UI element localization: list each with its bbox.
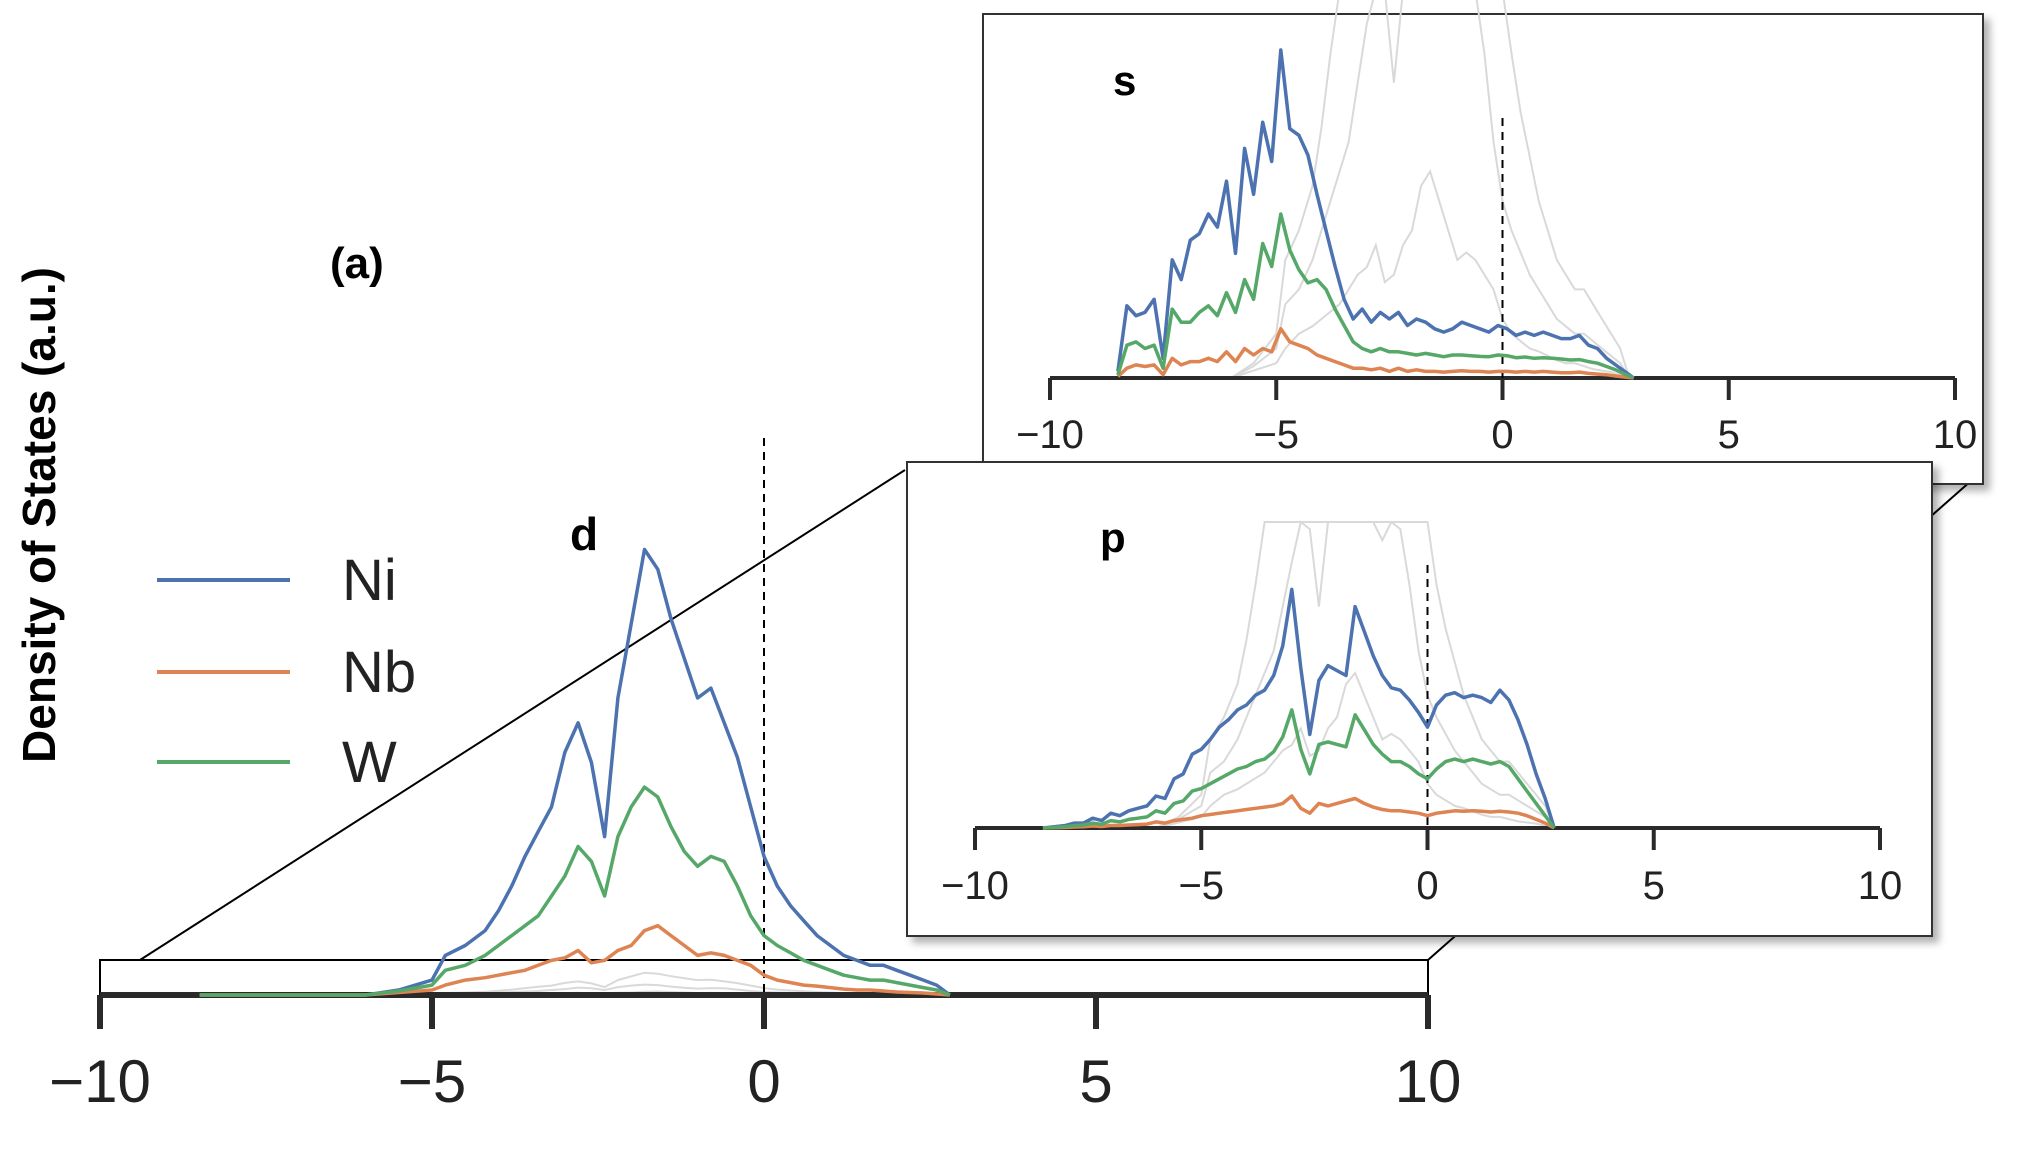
x-tick-label: −5 (1253, 413, 1299, 457)
legend: Ni Nb W (157, 548, 416, 795)
x-tick-label: 10 (1395, 1048, 1462, 1115)
legend-label-ni: Ni (342, 548, 397, 613)
ghost-curve-w (1042, 520, 1555, 829)
inset-s-panel: −10 −5 0 5 10 s (982, 0, 1984, 485)
y-axis-label: Density of States (a.u.) (13, 267, 65, 763)
ghost-curve-nb (1042, 671, 1555, 829)
series-line-ni (1116, 48, 1635, 380)
inset-s-chart: −10 −5 0 5 10 s (1016, 0, 1977, 457)
series-line-nb (1042, 794, 1556, 830)
x-tick-label: −5 (398, 1048, 466, 1115)
orbital-label: p (1100, 514, 1126, 561)
ghost-curve-ni (199, 971, 950, 996)
orbital-label: s (1113, 57, 1136, 104)
ghost-curve-nb (1117, 169, 1630, 379)
legend-label-w: W (342, 730, 397, 795)
x-tick-label: 0 (1416, 864, 1438, 908)
x-tick-label: 10 (1858, 864, 1903, 908)
series-line-ni (1042, 587, 1556, 830)
series-line-w (1042, 708, 1556, 830)
series-line-w (199, 785, 951, 997)
series-line-ni (199, 547, 951, 997)
inset-s-frame (982, 13, 1984, 485)
ghost-curve-w (1117, 0, 1631, 379)
x-tick-label: 10 (1933, 413, 1978, 457)
main-dos-chart: −10 −5 0 5 10 d (49, 438, 1461, 1115)
orbital-label: d (570, 508, 598, 560)
inset-p-chart: −10 −5 0 5 10 p (941, 514, 1902, 908)
legend-label-nb: Nb (342, 640, 416, 705)
zoom-line-left (139, 469, 906, 961)
series-line-nb (1116, 327, 1634, 380)
x-tick-label: −10 (941, 864, 1009, 908)
x-tick-label: 0 (747, 1048, 780, 1115)
panel-label: (a) (330, 239, 384, 288)
series-line-w (1116, 212, 1635, 380)
inset-p-frame (906, 461, 1933, 937)
x-tick-label: −10 (49, 1048, 151, 1115)
x-tick-label: −10 (1016, 413, 1084, 457)
x-tick-label: 0 (1491, 413, 1513, 457)
x-tick-label: −5 (1178, 864, 1224, 908)
x-tick-label: 5 (1079, 1048, 1112, 1115)
x-tick-label: 5 (1643, 864, 1665, 908)
ghost-curve-ni (1117, 0, 1631, 379)
series-line-nb (199, 923, 951, 997)
x-tick-label: 5 (1718, 413, 1740, 457)
inset-p-panel: −10 −5 0 5 10 p (906, 461, 1933, 937)
